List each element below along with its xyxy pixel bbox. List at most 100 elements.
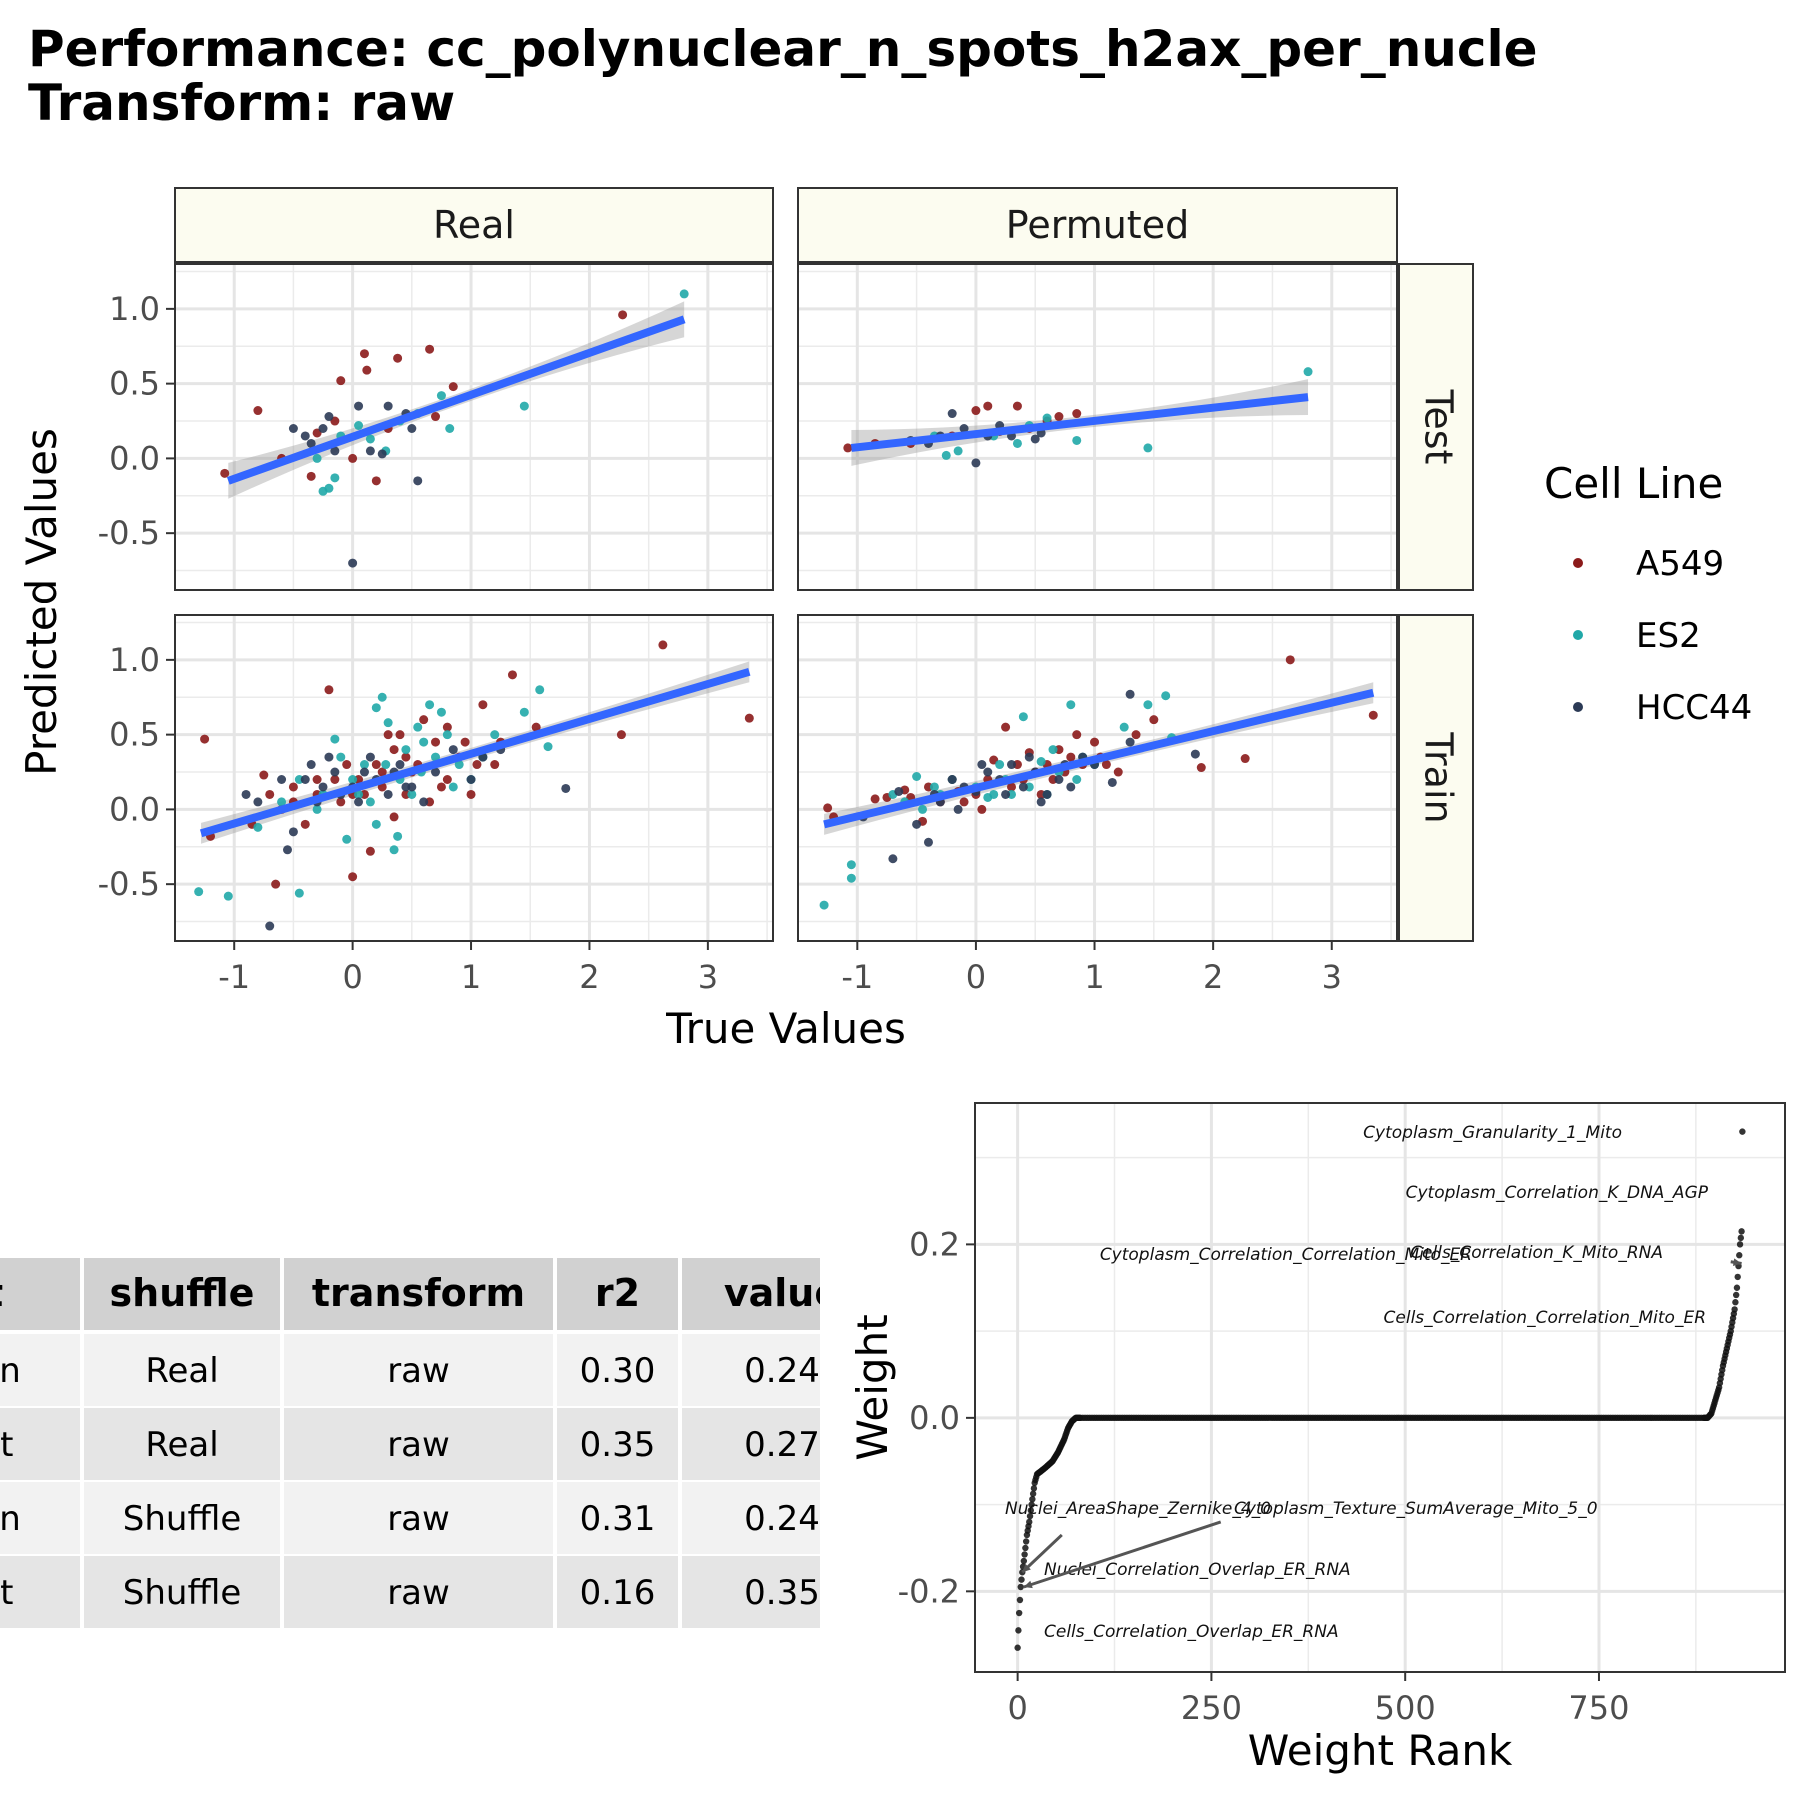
annotation-arrow [1023, 1520, 1222, 1589]
data-point-es2 [1143, 443, 1153, 453]
feature-annotation: Cytoplasm_Correlation_Correlation_Mito_E… [1100, 1245, 1472, 1265]
y-axis-title: Predicted Values [17, 428, 66, 776]
table-cell: Shuffle [123, 1573, 241, 1613]
weight-point [1022, 1544, 1029, 1552]
data-point-hcc44 [953, 804, 963, 814]
facet-strip-label: Real [433, 203, 515, 247]
weight-point [1029, 1495, 1036, 1503]
data-point-es2 [359, 760, 369, 770]
legend-title: Cell Line [1544, 459, 1723, 508]
data-point-hcc44 [1007, 760, 1017, 770]
data-point-es2 [535, 685, 545, 695]
data-point-es2 [413, 722, 423, 732]
facet-strip-test [1398, 263, 1474, 591]
feature-annotation: Cytoplasm_Granularity_1_Mito [1363, 1123, 1622, 1143]
table-header-fit: fit [0, 1271, 3, 1315]
feature-annotation: Cells_Correlation_Overlap_ER_RNA [1044, 1622, 1339, 1642]
data-point-es2 [389, 845, 399, 855]
table-cell-bg [557, 1556, 678, 1628]
data-point-a549 [389, 812, 399, 822]
weight-point [1734, 1273, 1741, 1281]
data-point-es2 [393, 831, 403, 841]
data-point-a549 [843, 443, 853, 453]
data-point-a549 [658, 640, 668, 650]
data-point-a549 [431, 412, 441, 422]
table-header-cell [557, 1258, 678, 1330]
data-point-a549 [959, 797, 969, 807]
data-point-hcc44 [354, 797, 364, 807]
weight-point [1026, 1512, 1034, 1520]
data-point-a549 [436, 782, 446, 792]
data-point-hcc44 [383, 789, 393, 799]
data-point-a549 [1240, 754, 1250, 764]
data-point-es2 [1012, 438, 1022, 448]
data-point-hcc44 [277, 774, 287, 784]
table-header-cell [682, 1258, 820, 1330]
data-point-a549 [306, 471, 316, 481]
data-point-es2 [383, 718, 393, 728]
x-tick-label: 2 [579, 958, 599, 996]
weight-point [1015, 1627, 1022, 1634]
panel-background [798, 264, 1397, 590]
data-point-hcc44 [431, 767, 441, 777]
table-cell-bg [0, 1482, 80, 1554]
data-point-a549 [870, 794, 880, 804]
facet-strip-label: Permuted [1006, 203, 1189, 247]
y-tick-label: 0.5 [109, 716, 160, 754]
weight-point [1015, 1609, 1023, 1617]
annotation-arrowhead [1023, 1580, 1033, 1589]
data-point-es2 [365, 434, 375, 444]
data-point-hcc44 [1018, 782, 1028, 792]
weight-point [1733, 1284, 1741, 1291]
data-point-a549 [383, 730, 393, 740]
data-point-a549 [220, 468, 230, 478]
weight-point [1028, 1501, 1035, 1508]
legend-key-hcc44 [1573, 702, 1583, 712]
data-point-hcc44 [419, 797, 429, 807]
data-point-es2 [1018, 712, 1028, 722]
weight-point [1016, 1596, 1024, 1604]
data-point-hcc44 [1066, 782, 1076, 792]
table-header-transform: transform [312, 1271, 525, 1315]
legend-key-es2 [1573, 630, 1583, 640]
data-point-hcc44 [983, 767, 993, 777]
data-point-hcc44 [354, 401, 364, 411]
data-point-es2 [679, 289, 689, 299]
regression-line [226, 315, 686, 485]
data-point-es2 [371, 703, 381, 713]
data-point-hcc44 [561, 783, 571, 793]
y-tick-label: 0.5 [109, 365, 160, 403]
y-tick-label: 1.0 [109, 290, 160, 328]
data-point-es2 [377, 692, 387, 702]
weight-point [1021, 1551, 1028, 1558]
data-point-es2 [1042, 413, 1052, 423]
data-point-es2 [819, 900, 829, 910]
data-point-es2 [436, 391, 446, 401]
data-point-hcc44 [300, 774, 310, 784]
y-tick-label: -0.2 [898, 1572, 960, 1610]
data-point-a549 [1368, 710, 1378, 720]
table-cell-bg [682, 1408, 820, 1480]
table-cell-bg [84, 1556, 280, 1628]
data-point-a549 [348, 453, 358, 463]
legend-key-a549 [1573, 558, 1583, 568]
data-point-es2 [223, 891, 233, 901]
data-point-a549 [823, 803, 833, 813]
panel-border [174, 614, 774, 942]
data-point-es2 [194, 887, 204, 897]
data-point-a549 [336, 797, 346, 807]
data-point-es2 [543, 742, 553, 752]
feature-annotation: Cytoplasm_Correlation_K_DNA_AGP [1406, 1183, 1709, 1203]
data-point-hcc44 [282, 845, 292, 855]
data-point-es2 [953, 446, 963, 456]
data-point-a549 [259, 770, 269, 780]
data-point-hcc44 [413, 476, 423, 486]
data-point-hcc44 [466, 774, 476, 784]
data-point-a549 [460, 737, 470, 747]
data-point-hcc44 [265, 921, 275, 931]
table-cell: raw [387, 1573, 450, 1613]
data-point-es2 [324, 483, 334, 493]
regression-line [823, 688, 1375, 829]
data-point-a549 [1101, 760, 1111, 770]
weight-point [1022, 1538, 1030, 1545]
